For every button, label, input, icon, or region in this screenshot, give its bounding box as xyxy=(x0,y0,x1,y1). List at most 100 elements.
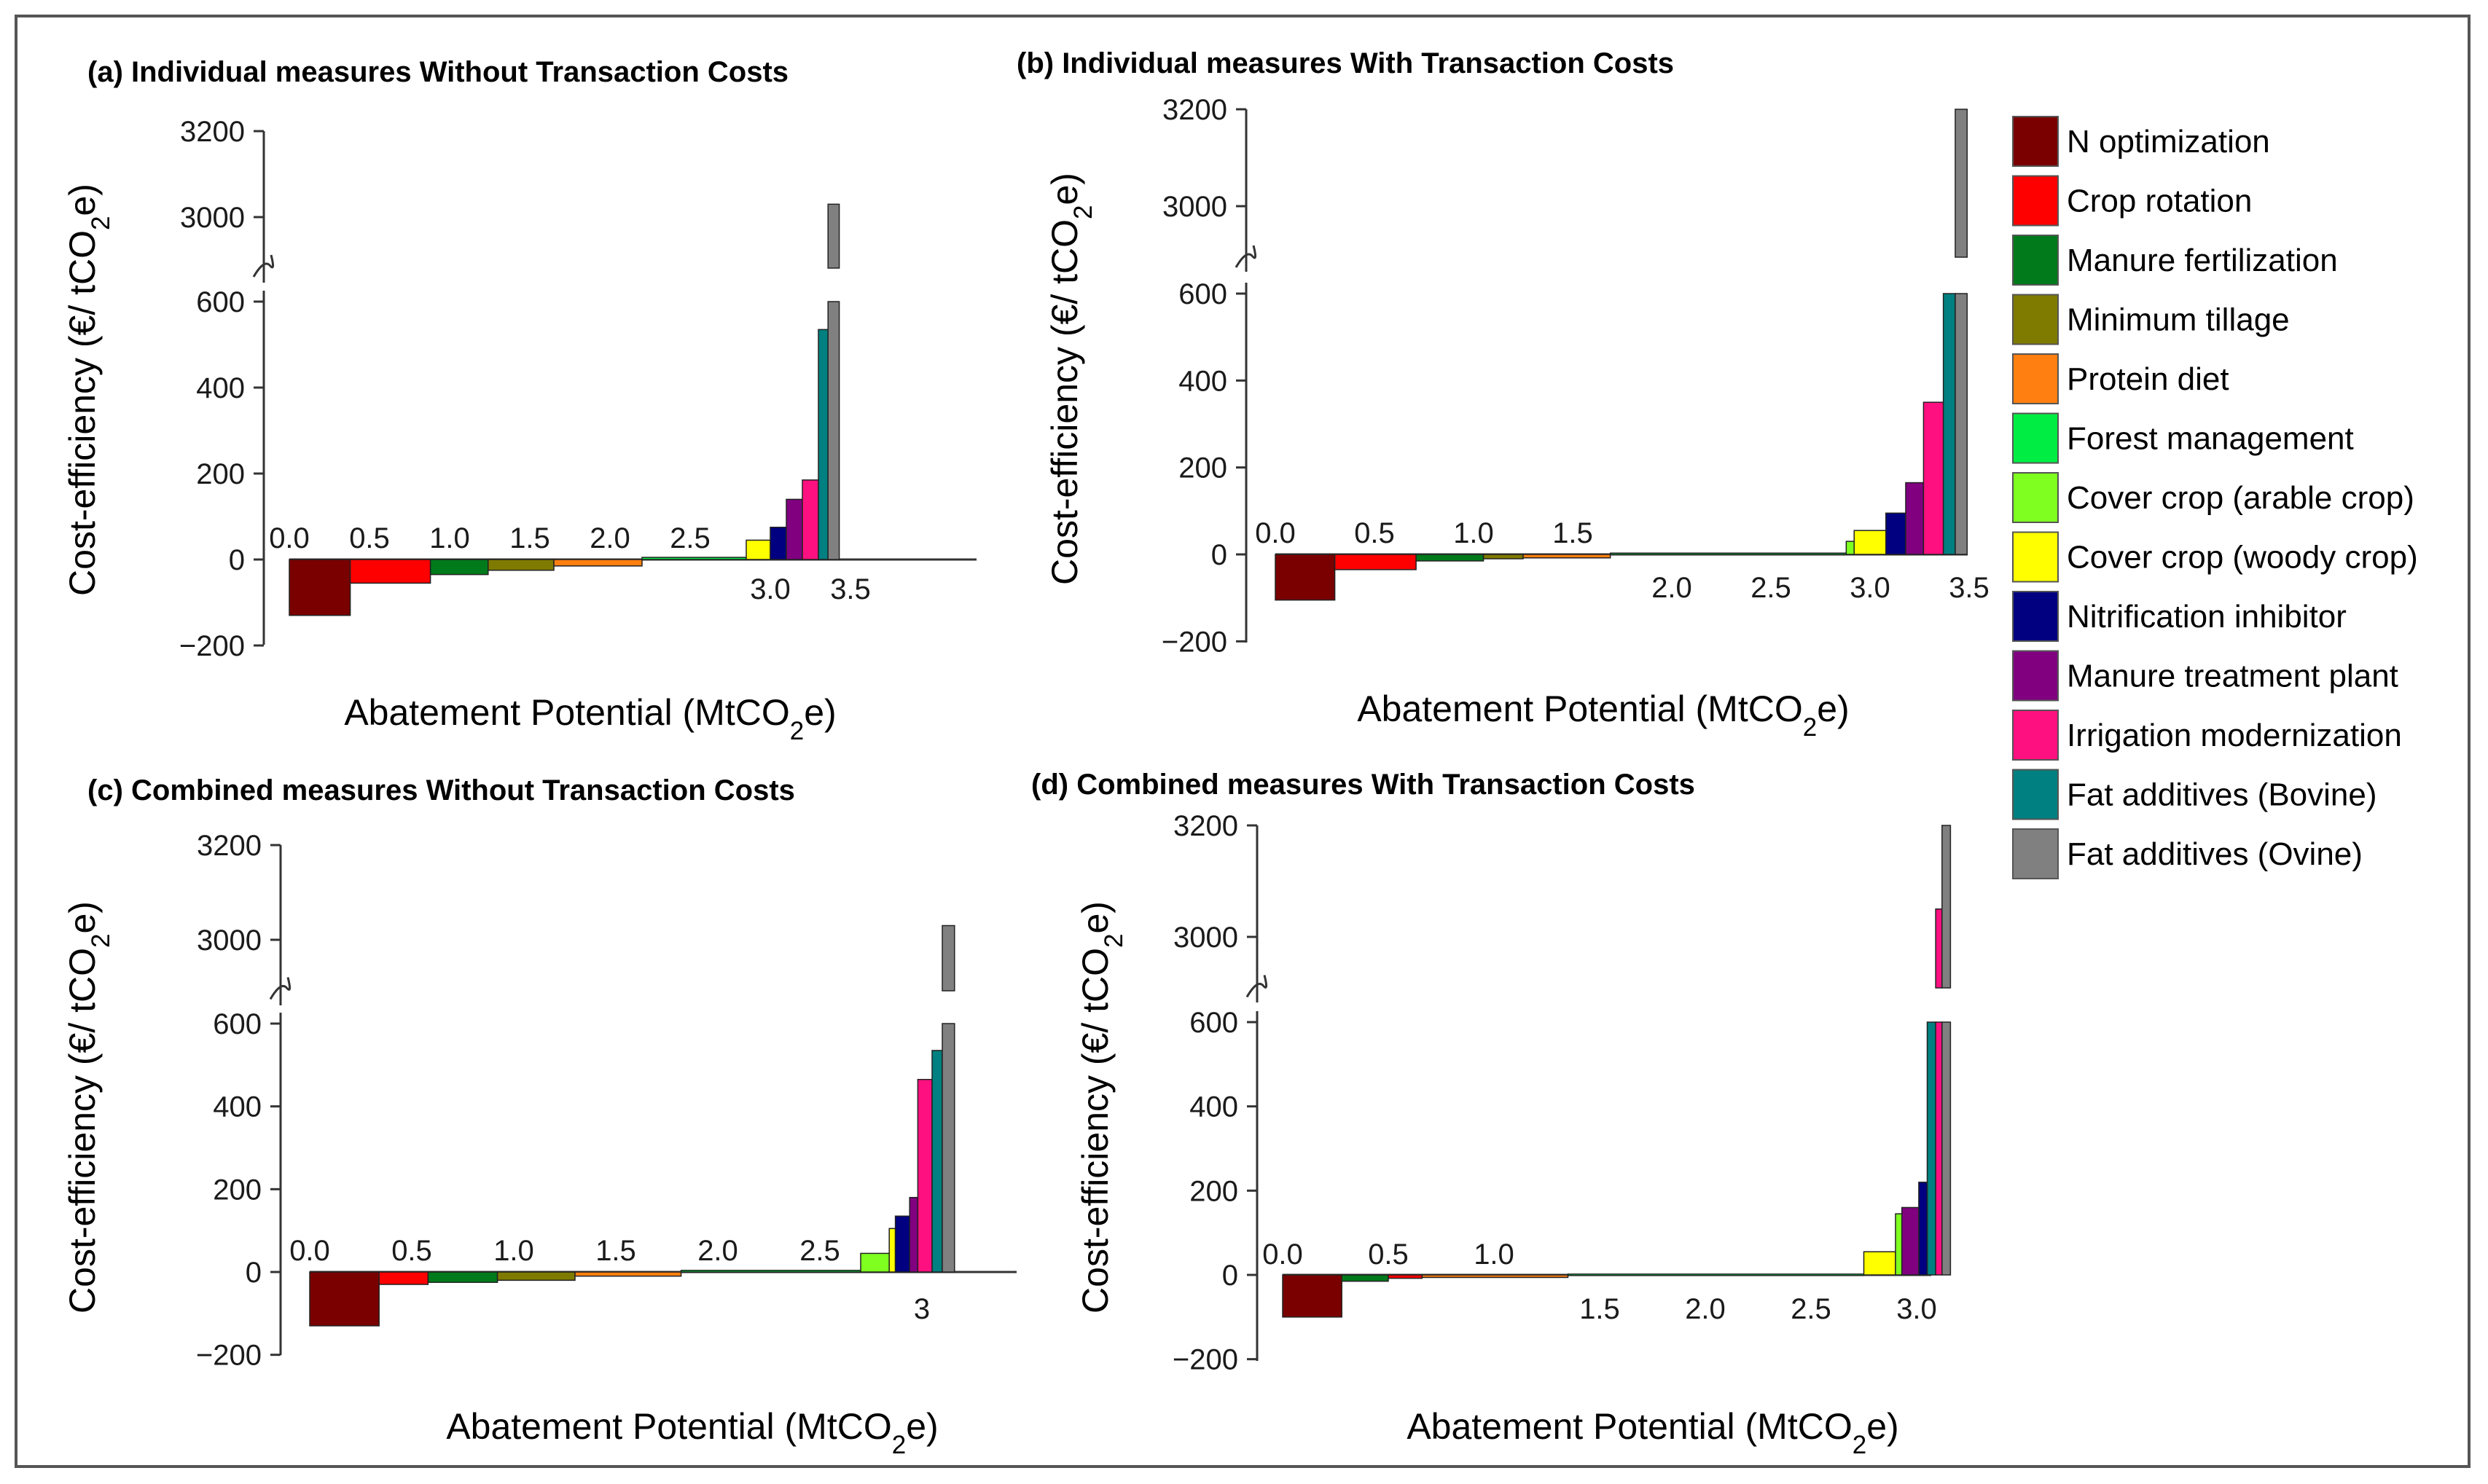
y-axis-label: Cost-efficiency (€/ tCO2e) xyxy=(1044,173,1098,585)
bar xyxy=(786,498,803,560)
x-tick-label: 1.5 xyxy=(595,1235,636,1267)
bar xyxy=(1609,552,1847,555)
legend-swatch xyxy=(2012,828,2059,879)
bar-upper xyxy=(1941,825,1952,989)
bar xyxy=(574,1271,682,1277)
chart-panel-a: (a) Individual measures Without Transact… xyxy=(62,56,977,745)
legend-swatch xyxy=(2012,412,2059,464)
bar xyxy=(770,527,787,560)
x-tick-label: 1.5 xyxy=(1579,1293,1620,1325)
bar xyxy=(496,1271,576,1281)
x-tick-label: 2.5 xyxy=(799,1235,840,1267)
x-tick-label: 2.5 xyxy=(1791,1293,1831,1325)
legend-swatch xyxy=(2012,650,2059,702)
bar xyxy=(802,479,819,560)
x-tick-label: 3.5 xyxy=(1949,572,1990,604)
legend-swatch xyxy=(2012,710,2059,761)
x-axis-label: Abatement Potential (MtCO2e) xyxy=(344,692,836,745)
bar xyxy=(289,559,351,616)
legend-swatch xyxy=(2012,591,2059,642)
y-tick-label: 3000 xyxy=(197,924,262,957)
chart-title: (c) Combined measures Without Transactio… xyxy=(87,774,795,806)
y-tick-label: 200 xyxy=(213,1174,262,1206)
y-axis-label: Cost-efficiency (€/ tCO2e) xyxy=(62,184,115,596)
y-tick-label: 400 xyxy=(196,372,245,404)
bar xyxy=(888,1228,896,1273)
x-tick-label: 0.0 xyxy=(1262,1238,1303,1271)
y-tick-label: −200 xyxy=(179,630,245,662)
bar xyxy=(553,559,643,567)
bar xyxy=(894,1215,910,1273)
chart-panel-c: (c) Combined measures Without Transactio… xyxy=(62,774,1017,1459)
x-tick-label: 2.5 xyxy=(670,522,711,554)
bar xyxy=(1895,1213,1903,1276)
y-tick-label: 400 xyxy=(213,1091,262,1123)
chart-panel-b: (b) Individual measures With Transaction… xyxy=(1017,47,1990,742)
bar xyxy=(427,1271,498,1283)
bar xyxy=(1941,1021,1952,1276)
bar xyxy=(488,559,555,571)
bar xyxy=(429,559,489,576)
legend-label: Nitrification inhibitor xyxy=(2067,599,2347,635)
x-tick-label: 2.0 xyxy=(1651,572,1692,604)
bar xyxy=(917,1078,933,1273)
legend-swatch xyxy=(2012,235,2059,286)
legend-label: Fat additives (Ovine) xyxy=(2067,836,2363,872)
x-tick-label: 0.5 xyxy=(349,522,390,554)
legend-label: Crop rotation xyxy=(2067,184,2252,219)
legend-label: Fat additives (Bovine) xyxy=(2067,777,2377,813)
x-tick-label: 3.5 xyxy=(830,573,871,605)
bar xyxy=(1282,1274,1342,1318)
bar xyxy=(1935,1021,1943,1276)
y-tick-label: 3000 xyxy=(1173,922,1238,954)
y-tick-label: 3000 xyxy=(180,202,245,234)
y-tick-label: 0 xyxy=(246,1257,262,1289)
legend-label: Protein diet xyxy=(2067,361,2229,397)
bar xyxy=(942,1023,955,1273)
x-axis-label: Abatement Potential (MtCO2e) xyxy=(1357,688,1849,742)
x-tick-label: 1.0 xyxy=(1474,1238,1514,1271)
legend-label: Irrigation modernization xyxy=(2067,718,2402,753)
y-tick-label: 0 xyxy=(1211,539,1227,571)
x-tick-label: 2.0 xyxy=(590,522,630,554)
x-axis-label: Abatement Potential (MtCO2e) xyxy=(1407,1406,1898,1459)
bar xyxy=(1922,401,1944,555)
x-tick-label: 0.5 xyxy=(1354,517,1395,549)
chart-title: (b) Individual measures With Transaction… xyxy=(1017,47,1674,79)
legend-swatch xyxy=(2012,294,2059,345)
y-tick-label: 400 xyxy=(1189,1091,1238,1123)
bar xyxy=(1905,482,1925,555)
axis-break-mark xyxy=(252,254,275,278)
figure-frame xyxy=(15,15,2471,1468)
bar xyxy=(1863,1251,1896,1276)
y-tick-label: 400 xyxy=(1178,365,1227,397)
bar xyxy=(1388,1274,1423,1279)
y-tick-label: 600 xyxy=(213,1008,262,1040)
bar xyxy=(680,1269,861,1273)
x-tick-label: 1.0 xyxy=(1453,517,1494,549)
y-tick-label: −200 xyxy=(1162,626,1227,658)
y-tick-label: 600 xyxy=(1178,278,1227,310)
legend-label: Cover crop (arable crop) xyxy=(2067,480,2414,516)
bar xyxy=(1955,293,1968,555)
y-tick-label: 3200 xyxy=(197,830,262,862)
bar xyxy=(1853,530,1887,555)
axis-break-mark xyxy=(1235,245,1257,268)
x-tick-label: 3.0 xyxy=(1850,572,1890,604)
bar-upper xyxy=(942,924,955,992)
y-tick-label: −200 xyxy=(196,1340,262,1372)
x-axis-label: Abatement Potential (MtCO2e) xyxy=(446,1406,938,1459)
y-tick-label: 200 xyxy=(1189,1175,1238,1207)
y-tick-label: 3000 xyxy=(1162,191,1227,223)
legend: N optimization Crop rotation Manure fertil… xyxy=(2012,116,2418,879)
bar xyxy=(1942,293,1956,555)
x-tick-label: 0.5 xyxy=(391,1235,432,1267)
x-tick-label: 2.5 xyxy=(1750,572,1791,604)
bar xyxy=(909,1196,919,1273)
legend-swatch xyxy=(2012,175,2059,227)
x-tick-label: 2.0 xyxy=(1685,1293,1726,1325)
bar xyxy=(827,301,840,560)
bar xyxy=(1918,1182,1928,1276)
bar xyxy=(1275,554,1336,601)
axis-break-mark xyxy=(1245,975,1268,998)
